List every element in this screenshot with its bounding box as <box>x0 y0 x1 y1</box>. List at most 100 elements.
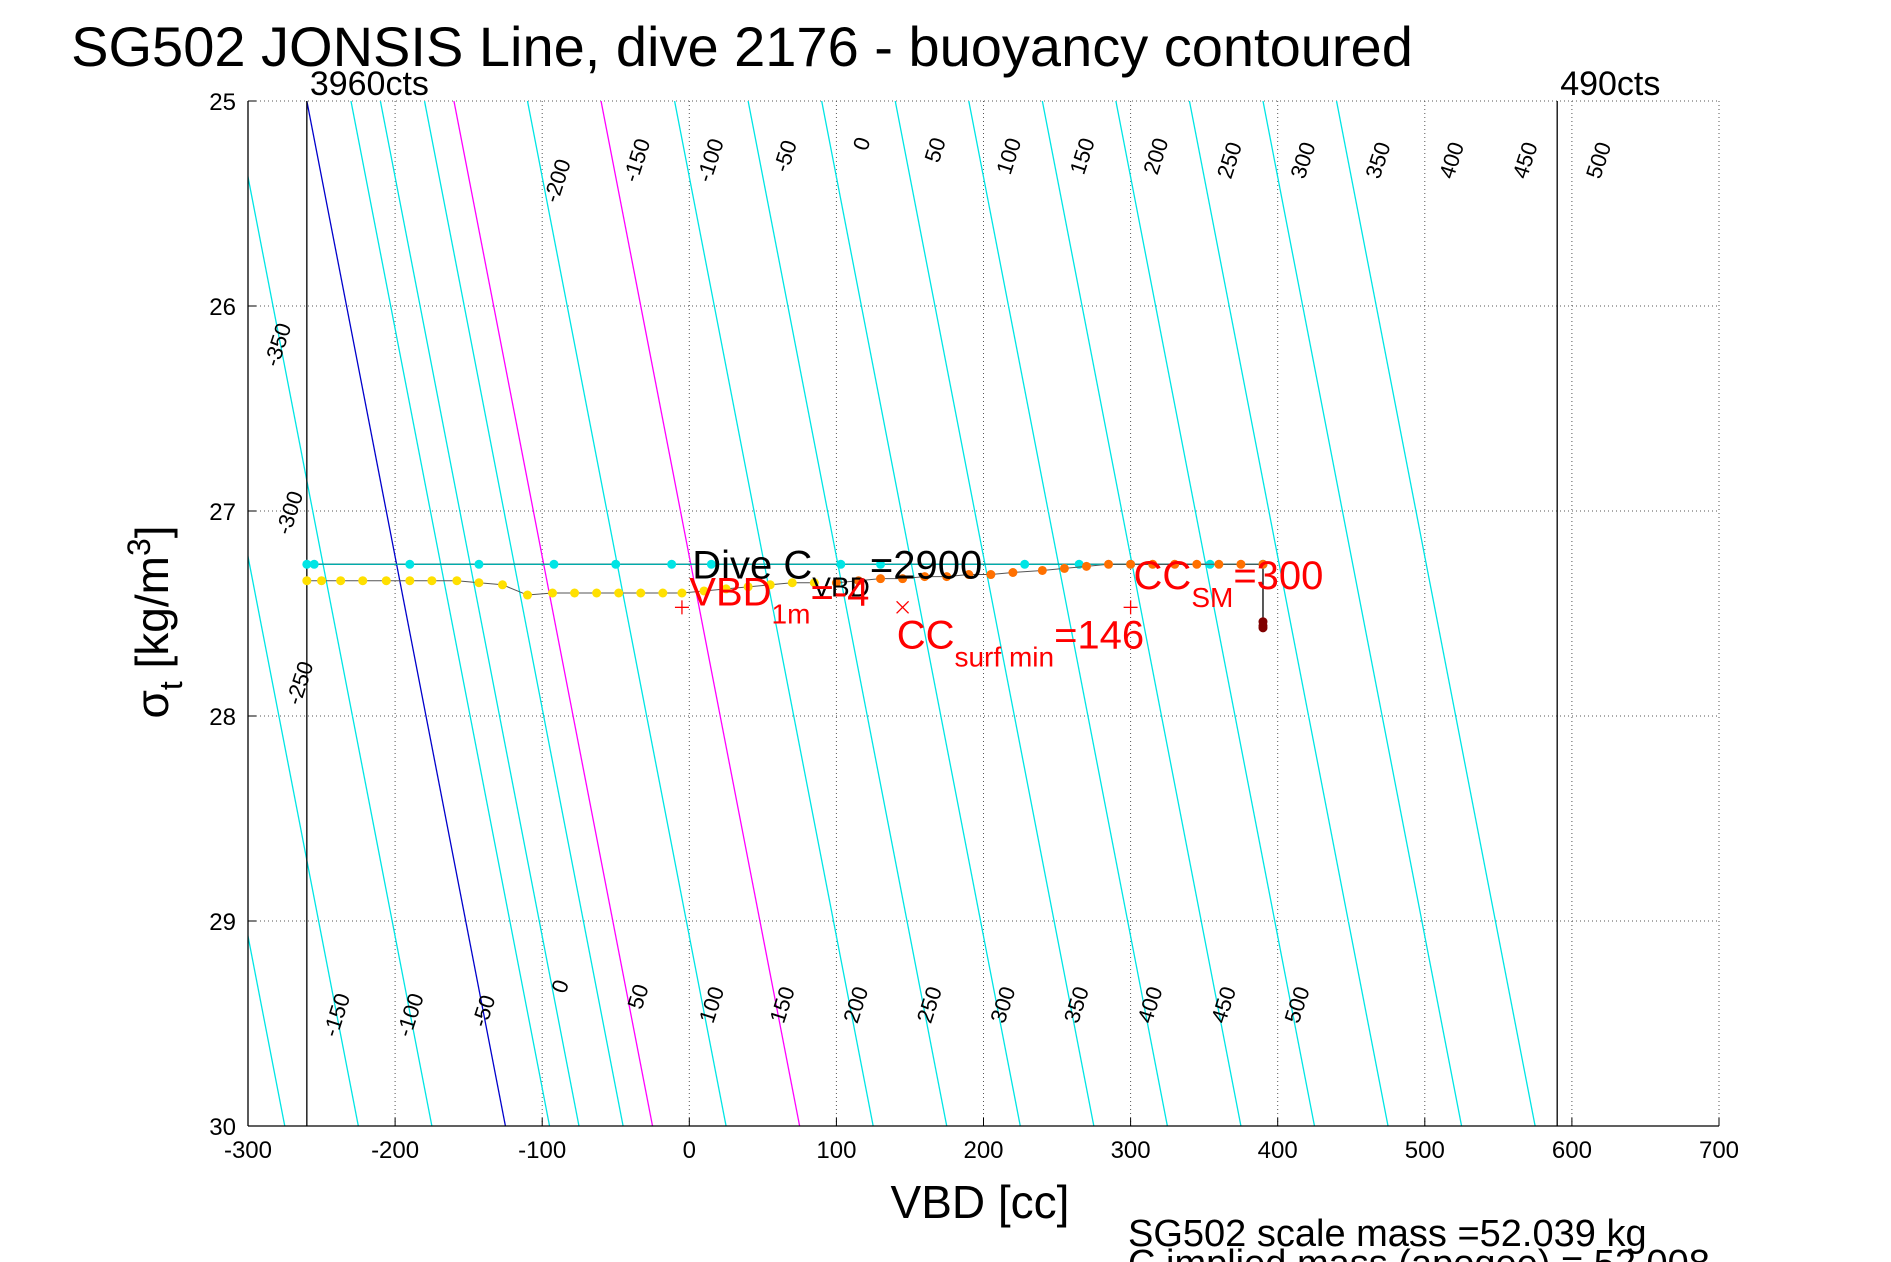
annotation-main: VBD <box>689 570 771 614</box>
contour-label: 300 <box>985 983 1020 1026</box>
data-point <box>1059 563 1069 573</box>
data-point <box>358 576 368 586</box>
contour-label: 450 <box>1507 139 1542 182</box>
contour-line <box>306 101 507 1126</box>
data-point <box>317 576 327 586</box>
data-point <box>706 559 716 569</box>
annotation-value: =300 <box>1233 554 1323 598</box>
data-point <box>836 559 846 569</box>
chart-title: SG502 JONSIS Line, dive 2176 - buoyancy … <box>71 15 1413 78</box>
annotation: CCSM=300 <box>1134 554 1324 613</box>
data-point <box>381 576 391 586</box>
y-tick-label: 28 <box>209 704 236 731</box>
contour-lines <box>0 101 1536 1126</box>
contour-label: -50 <box>467 992 501 1030</box>
limit-line-label: 490cts <box>1560 65 1660 103</box>
contour-line <box>747 101 948 1126</box>
contour-label: 50 <box>622 981 653 1012</box>
data-point <box>876 574 886 584</box>
x-tick-label: 600 <box>1552 1137 1592 1164</box>
contour-label: 0 <box>848 134 876 153</box>
contour-label: 500 <box>1279 983 1314 1026</box>
data-point <box>522 590 532 600</box>
data-point <box>452 576 462 586</box>
contour-line <box>248 553 359 1126</box>
data-point <box>336 576 346 586</box>
data-point <box>309 559 319 569</box>
y-axis-label-unit: [kg/m <box>126 556 178 681</box>
x-tick-label: 100 <box>816 1137 856 1164</box>
contour-line <box>526 101 727 1126</box>
limit-line-label: 3960cts <box>310 65 429 103</box>
contour-label: 200 <box>838 983 873 1026</box>
data-point <box>1192 559 1202 569</box>
data-point <box>853 576 863 586</box>
data-point <box>427 576 437 586</box>
y-axis-label-subscript: t <box>153 681 189 690</box>
data-point <box>898 574 908 584</box>
data-point <box>497 580 507 590</box>
data-point <box>658 588 668 598</box>
data-point <box>474 559 484 569</box>
contour-label: 0 <box>546 977 574 996</box>
data-point <box>614 588 624 598</box>
contour-line <box>0 101 64 1126</box>
plot-area: -200 -150 -100 -50 0 50 100 150 200 250 300 350 400 4… <box>0 65 1739 1164</box>
contour-label: -300 <box>271 488 308 538</box>
contour-label: -50 <box>768 137 802 175</box>
annotation-value: =-4 <box>810 570 869 614</box>
footer-text: C implied mass (apogee) = 52.008 <box>1128 1243 1710 1262</box>
data-point <box>1236 559 1246 569</box>
contour-line <box>821 101 1021 1126</box>
annotation: VBD1m=-4 <box>689 570 869 629</box>
data-point <box>920 572 930 582</box>
data-point <box>1170 559 1180 569</box>
data-point <box>831 578 841 588</box>
data-point <box>405 559 415 569</box>
contour-label: -200 <box>538 156 575 206</box>
contour-line <box>248 932 286 1126</box>
data-point <box>964 570 974 580</box>
contour-label: 250 <box>1212 139 1247 182</box>
contour-label: 500 <box>1581 139 1616 182</box>
contour-line <box>423 101 624 1126</box>
data-point <box>1214 559 1224 569</box>
cross-marker <box>896 600 910 614</box>
annotation-subscript: VBD <box>812 572 870 603</box>
data-point <box>592 588 602 598</box>
data-point <box>611 559 621 569</box>
data-point <box>876 559 886 569</box>
contour-label: 450 <box>1206 983 1241 1026</box>
contour-line <box>0 101 138 1126</box>
contour-line <box>453 101 654 1126</box>
annotation-value: =2900 <box>870 544 982 588</box>
data-point <box>1008 568 1018 577</box>
contour-line <box>350 101 551 1126</box>
contour-label: 150 <box>765 983 800 1026</box>
y-tick-label: 29 <box>209 909 236 936</box>
y-axis-label: σt [kg/m3] <box>121 525 189 718</box>
data-point <box>667 559 677 569</box>
contour-label: -250 <box>281 658 318 708</box>
annotation-main: CC <box>897 613 955 657</box>
contour-line <box>379 101 580 1126</box>
contour-label: 300 <box>1285 139 1320 182</box>
contour-label: 100 <box>991 135 1026 178</box>
footer-notes: SG502 scale mass =52.039 kgC implied mas… <box>1128 1213 1710 1262</box>
contour-line <box>894 101 1095 1126</box>
x-tick-label: -300 <box>224 1137 272 1164</box>
contour-label: 200 <box>1138 135 1173 178</box>
contour-label: -150 <box>318 990 355 1040</box>
annotation-subscript: surf min <box>954 641 1054 672</box>
data-point <box>942 572 952 582</box>
data-point <box>549 559 559 569</box>
data-point <box>1258 559 1268 569</box>
x-tick-label: 300 <box>1111 1137 1151 1164</box>
data-point <box>721 584 731 594</box>
contour-label: 50 <box>920 134 951 165</box>
contour-line <box>1262 101 1463 1126</box>
data-point <box>1126 559 1136 569</box>
contour-line <box>248 173 433 1126</box>
data-point <box>1148 559 1158 569</box>
data-point <box>677 588 687 598</box>
